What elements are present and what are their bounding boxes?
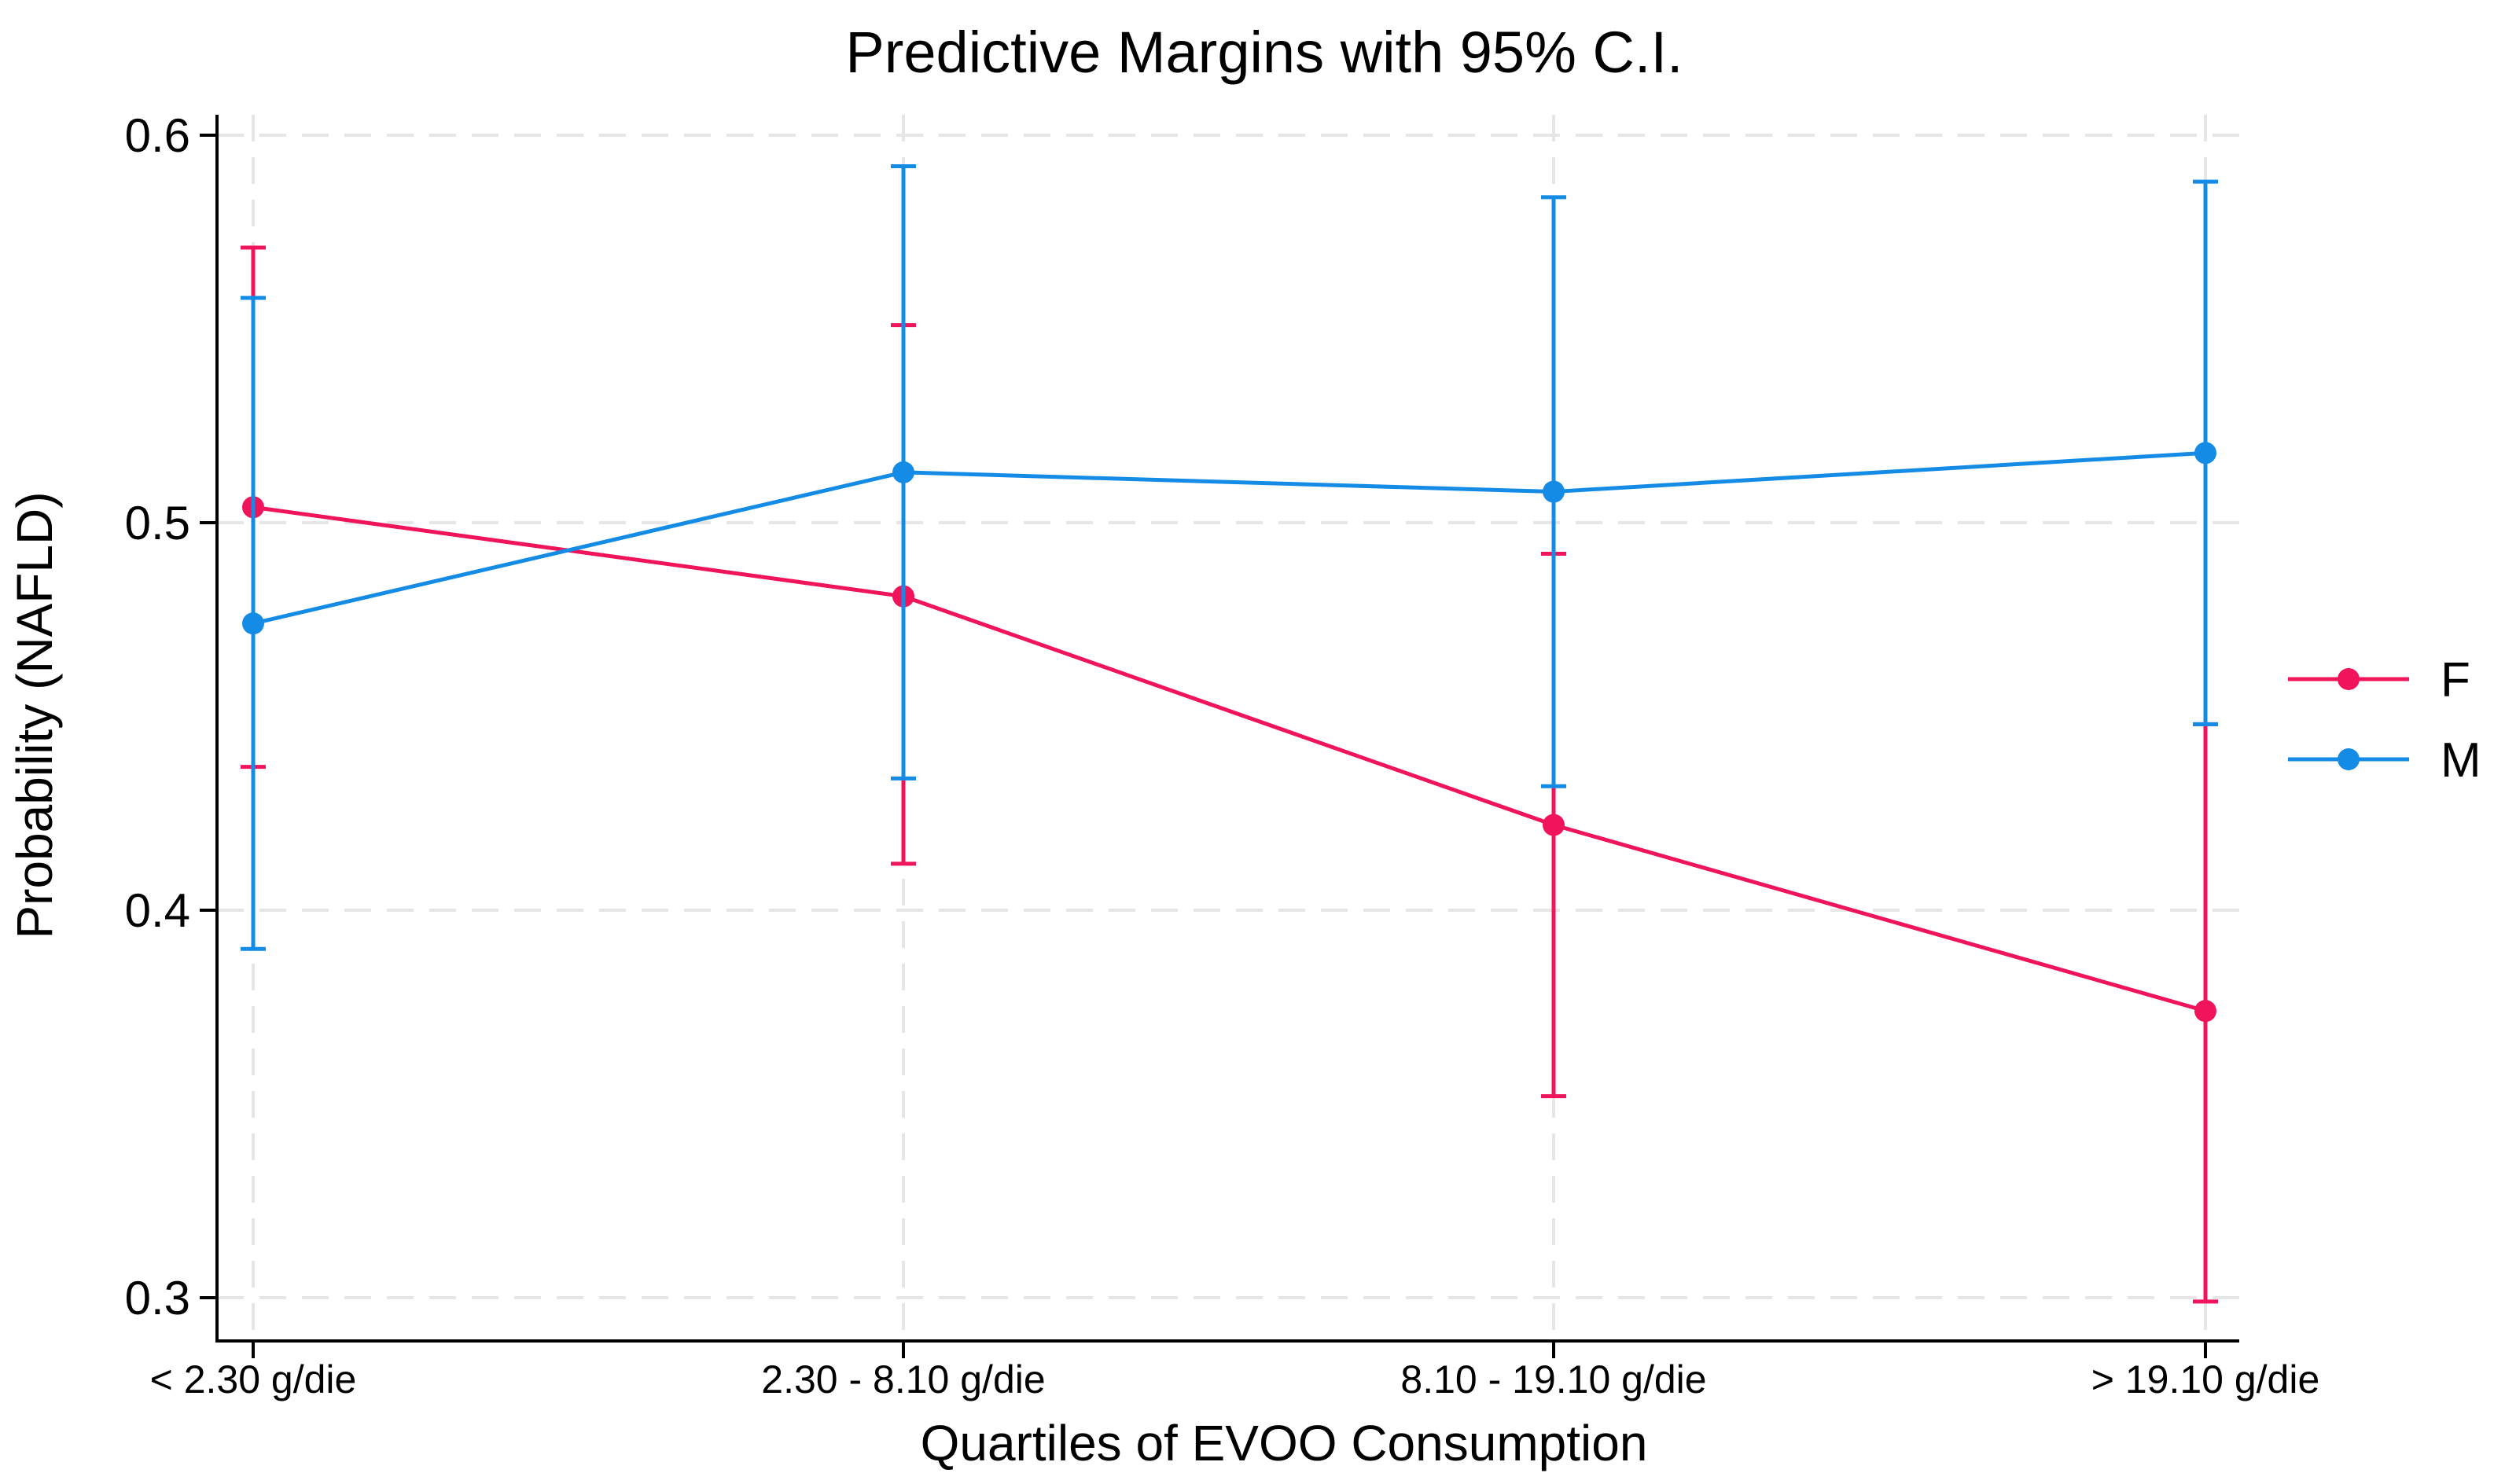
legend-marker: [2338, 668, 2360, 690]
data-point: [2194, 1000, 2216, 1023]
series-M: [241, 163, 2218, 951]
y-axis-title: Probability (NAFLD): [6, 491, 63, 939]
legend-label: M: [2441, 733, 2481, 788]
chart-title: Predictive Margins with 95% C.I.: [845, 20, 1683, 85]
data-point: [1543, 480, 1565, 503]
data-point: [2194, 442, 2216, 465]
legend-item-M: M: [2288, 733, 2481, 788]
y-tick-label: 0.6: [125, 109, 190, 162]
series-line: [252, 450, 2206, 626]
x-tick-label: < 2.30 g/die: [150, 1357, 357, 1401]
x-tick-label: > 19.10 g/die: [2091, 1357, 2320, 1401]
legend-item-F: F: [2288, 653, 2470, 707]
y-tick-label: 0.4: [125, 884, 190, 937]
legend-label: F: [2441, 653, 2470, 707]
data-point: [1543, 814, 1565, 836]
x-tick-label: 8.10 - 19.10 g/die: [1400, 1357, 1706, 1401]
legend-marker: [2338, 748, 2360, 770]
axes: 0.3 0.4 0.5 0.6 < 2.30 g/die 2.30 - 8.10 g/di…: [125, 109, 2320, 1401]
y-tick-label: 0.3: [125, 1272, 190, 1324]
series-line: [252, 505, 2206, 1013]
series: [241, 163, 2218, 1304]
x-axis-title: Quartiles of EVOO Consumption: [921, 1415, 1648, 1471]
data-point: [242, 612, 264, 635]
x-tick-label: 2.30 - 8.10 g/die: [761, 1357, 1045, 1401]
y-tick-label: 0.5: [125, 497, 190, 549]
data-point: [892, 461, 914, 483]
legend: FM: [2288, 653, 2481, 788]
